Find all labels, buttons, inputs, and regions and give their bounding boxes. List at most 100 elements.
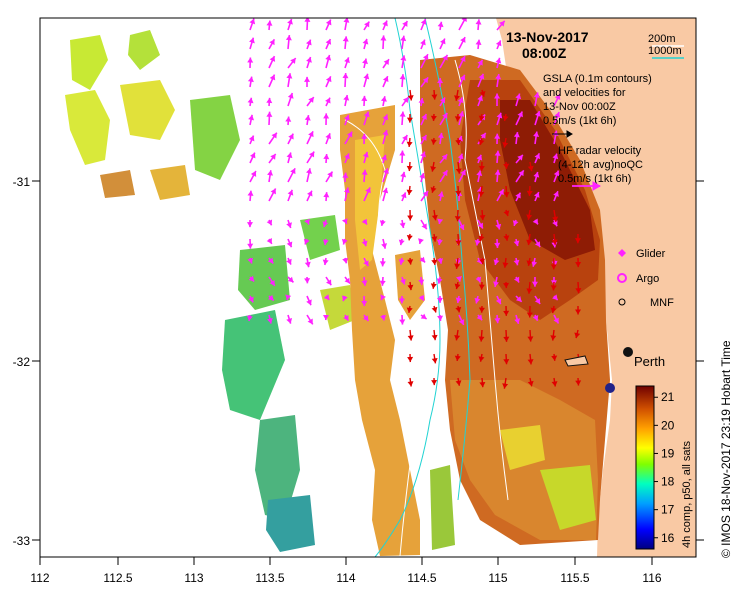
radar-arrow (285, 35, 292, 50)
gsla-arrow (550, 257, 557, 270)
gsla-arrow (454, 257, 461, 269)
radar-arrow (325, 19, 332, 31)
credit-text: © IMOS 18-Nov-2017 23:19 Hobart Time (719, 340, 733, 558)
gsla-arrow (502, 113, 509, 122)
radar-arrow (553, 190, 559, 202)
radar-arrow (247, 97, 254, 107)
radar-arrow (325, 171, 334, 183)
gsla-arrow (503, 353, 510, 365)
radar-arrow (515, 154, 524, 164)
radar-arrow (534, 153, 541, 164)
radar-arrow (247, 76, 254, 88)
radar-arrow (493, 257, 500, 266)
radar-arrow (420, 151, 426, 164)
radar-arrow (552, 153, 559, 164)
radar-arrow (496, 20, 506, 31)
gsla-arrow (527, 377, 534, 387)
x-tick-label: 115.5 (560, 571, 589, 585)
radar-arrow (399, 74, 406, 88)
gsla-arrow (431, 305, 438, 313)
gsla-arrow (455, 185, 462, 196)
gsla-arrow (478, 281, 485, 290)
radar-arrow (266, 238, 273, 245)
gsla-arrow (479, 209, 486, 221)
gsla-arrow (430, 281, 437, 289)
radar-arrow (420, 113, 428, 126)
radar-arrow (382, 75, 389, 88)
sst-patches-offshore (65, 30, 355, 552)
radar-arrow (304, 76, 311, 88)
gsla-arrow (406, 137, 413, 148)
radar-arrow (379, 257, 386, 267)
radar-arrow (306, 96, 315, 107)
radar-arrow (342, 36, 349, 50)
radar-arrow (379, 276, 386, 286)
radar-arrow (513, 238, 520, 247)
radar-arrow (247, 257, 254, 264)
gsla-arrow (551, 377, 558, 387)
gsla-arrow (503, 305, 510, 316)
x-tick-label: 114.5 (407, 571, 436, 585)
radar-arrow (325, 97, 331, 107)
gsla-arrow (478, 305, 485, 313)
radar-arrow (437, 21, 444, 31)
gsla-arrow (527, 161, 534, 172)
radar-arrow (361, 238, 368, 247)
radar-arrow (420, 313, 428, 320)
radar-arrow (380, 35, 387, 50)
gsla-arrow (503, 233, 510, 241)
radar-arrow (379, 219, 386, 227)
radar-arrow (322, 238, 329, 246)
legend-radar-line: 0.5m/s (1kt 6h) (558, 173, 631, 185)
radar-arrow (266, 219, 273, 226)
colorbar-tick-label: 21 (661, 390, 675, 404)
radar-arrow (553, 314, 560, 324)
radar-arrow (458, 169, 467, 183)
radar-arrow (419, 172, 426, 183)
gsla-arrow (455, 377, 462, 386)
perth-marker (623, 347, 633, 357)
radar-arrow (306, 314, 314, 325)
radar-arrow (420, 190, 429, 202)
radar-arrow (553, 170, 560, 183)
gsla-arrow (455, 305, 462, 313)
radar-arrow (267, 257, 274, 265)
colorbar-title: 4h comp, p50, all sats (681, 440, 693, 548)
radar-arrow (361, 276, 368, 286)
radar-arrow (325, 54, 332, 69)
radar-arrow (341, 218, 348, 225)
legend-200m-label: 200m (648, 33, 676, 45)
radar-arrow (306, 168, 312, 183)
gsla-arrow (407, 257, 414, 265)
gsla-arrow (454, 113, 461, 122)
radar-arrow (458, 36, 466, 50)
radar-arrow (515, 111, 524, 126)
radar-arrow (342, 172, 349, 183)
radar-arrow (418, 294, 425, 302)
radar-arrow (342, 295, 348, 302)
colorbar-tick-label: 17 (661, 503, 675, 517)
colorbar-ticks: 16 17 18 19 20 21 (654, 390, 675, 545)
gsla-arrow (407, 329, 414, 341)
radar-arrow (287, 18, 293, 31)
radar-arrow (420, 53, 429, 69)
gsla-arrow (574, 233, 581, 244)
radar-arrow (515, 295, 523, 303)
gsla-arrow (478, 185, 485, 197)
radar-arrow (287, 133, 294, 145)
gsla-arrow (454, 89, 460, 101)
colorbar-tick-label: 19 (661, 446, 675, 460)
radar-arrow (304, 115, 311, 126)
radar-arrow (475, 19, 482, 31)
radar-arrow (361, 133, 368, 145)
gsla-arrow (431, 89, 438, 100)
radar-arrow (552, 294, 559, 301)
x-tick-label: 115 (488, 571, 507, 585)
radar-arrow (420, 76, 429, 88)
radar-arrow (399, 150, 406, 164)
gsla-arrow (502, 137, 509, 148)
radar-arrow (398, 295, 405, 304)
radar-arrow (455, 295, 462, 304)
radar-arrow (323, 113, 330, 126)
gsla-arrow (431, 257, 438, 266)
